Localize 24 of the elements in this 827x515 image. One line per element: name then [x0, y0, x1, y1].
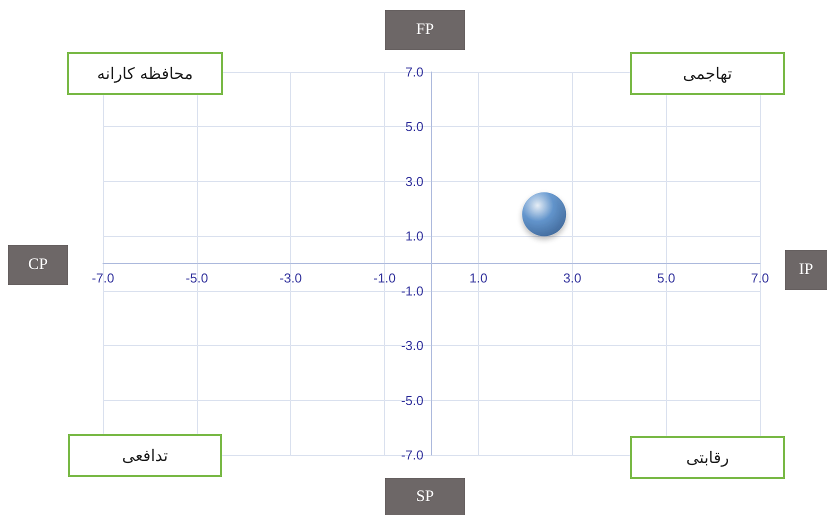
y-tick-label: -3.0	[401, 338, 424, 354]
x-tick-label: -5.0	[186, 270, 208, 286]
text-box: محافظه کارانه	[67, 52, 223, 95]
x-tick-label: -7.0	[92, 270, 114, 286]
text-box: CP	[8, 245, 68, 285]
x-tick-label: 3.0	[563, 270, 582, 286]
x-tick-label: 1.0	[469, 270, 488, 286]
text-box: رقابتی	[630, 436, 785, 479]
x-tick-label: -3.0	[280, 270, 302, 286]
x-tick-label: 5.0	[657, 270, 676, 286]
text-box: تهاجمی	[630, 52, 785, 95]
text-box: SP	[385, 478, 465, 515]
y-tick-label: 7.0	[405, 64, 424, 80]
y-tick-label: 3.0	[405, 174, 424, 189]
text-box: FP	[385, 10, 465, 50]
text-box: تدافعی	[68, 434, 222, 477]
y-tick-label: 1.0	[405, 228, 424, 244]
y-tick-label: 5.0	[405, 119, 424, 134]
y-tick-label: -5.0	[401, 392, 424, 408]
text-box: IP	[785, 250, 827, 290]
x-tick-label: -1.0	[373, 270, 396, 286]
y-tick-label: -1.0	[401, 283, 424, 298]
x-tick-label: 7.0	[750, 270, 770, 286]
y-tick-label: -7.0	[401, 448, 424, 462]
